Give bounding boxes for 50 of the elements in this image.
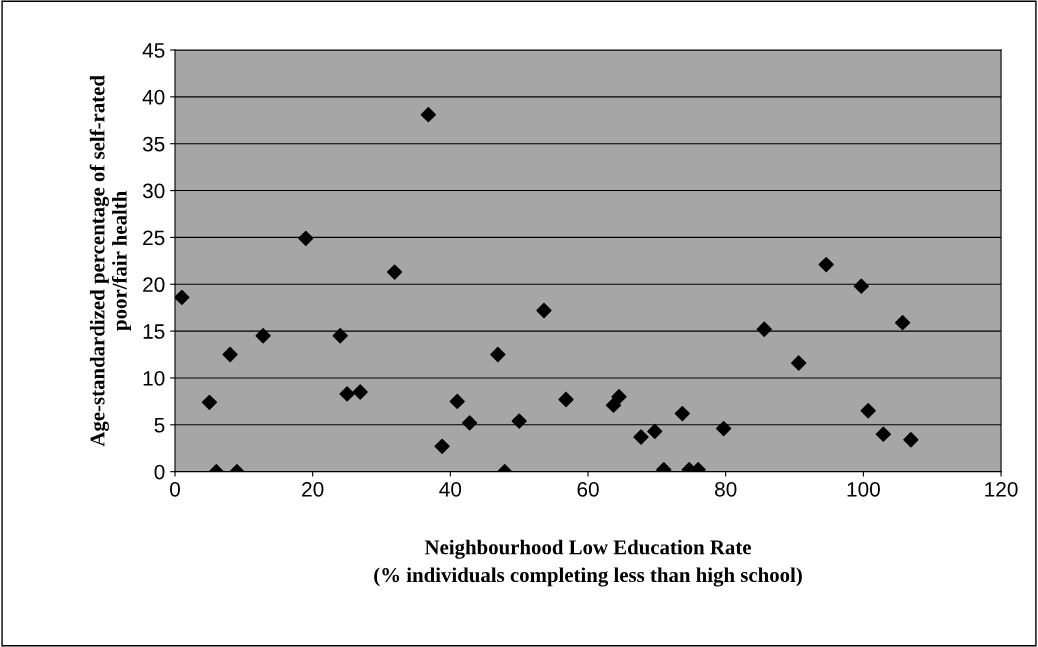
point — [674, 405, 690, 422]
y-tick-label: 0 — [154, 464, 165, 480]
x-tick-label: 60 — [577, 481, 599, 497]
point — [558, 391, 574, 408]
x-tick-label: 80 — [715, 481, 737, 497]
x-tick-label: 20 — [302, 481, 324, 497]
x-tick-label: 0 — [170, 481, 180, 497]
point — [332, 328, 348, 344]
point — [715, 420, 732, 437]
x-tick-label: 120 — [985, 481, 1018, 497]
point — [605, 397, 622, 413]
point — [611, 389, 627, 405]
point — [339, 386, 355, 402]
point — [298, 230, 314, 246]
y-tick-label: 5 — [154, 418, 165, 433]
point — [386, 264, 403, 280]
point — [860, 403, 876, 419]
y-tick-label: 30 — [142, 183, 165, 199]
y-tick-label: 35 — [142, 136, 165, 152]
point — [175, 289, 190, 306]
point — [222, 346, 238, 363]
y-tick-label: 15 — [143, 324, 165, 339]
point — [255, 328, 271, 344]
x-tick-label: 100 — [847, 481, 880, 497]
y-tick-label: 20 — [143, 277, 165, 293]
point — [201, 394, 218, 410]
point — [536, 302, 552, 319]
point — [511, 413, 527, 429]
point — [818, 256, 834, 273]
point — [449, 393, 465, 410]
point — [420, 107, 436, 123]
y-tick-label: 25 — [143, 230, 165, 246]
x-tick-label: 40 — [439, 481, 462, 497]
point — [490, 346, 506, 363]
point — [434, 438, 450, 455]
point — [352, 384, 368, 400]
point — [791, 355, 807, 371]
x-axis-title: Neighbourhood Low Education Rate (% individuals completing less than high school) — [374, 539, 802, 587]
point — [756, 321, 772, 337]
point — [461, 415, 478, 431]
point — [647, 423, 663, 440]
y-axis-title: Age-standardized percentage of self-rated poor/fair health — [89, 75, 131, 447]
y-tick-label: 40 — [142, 89, 165, 105]
point — [875, 426, 891, 442]
point — [894, 315, 911, 331]
y-tick-label: 10 — [143, 370, 165, 386]
point — [903, 432, 919, 448]
y-tick-label: 45 — [142, 43, 165, 58]
point — [633, 429, 649, 445]
point — [853, 278, 869, 294]
